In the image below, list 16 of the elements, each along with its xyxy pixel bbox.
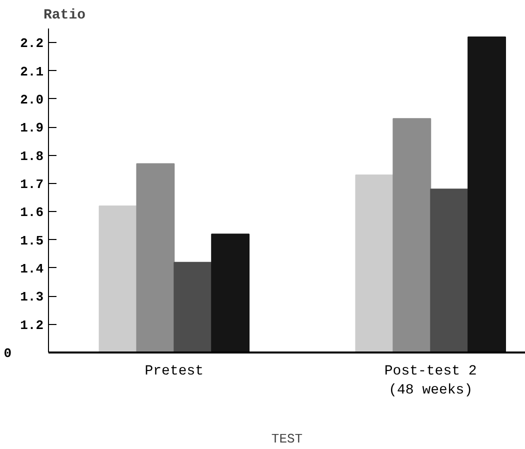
y-tick-label: 2.2 bbox=[20, 36, 44, 52]
y-axis-title: Ratio bbox=[44, 8, 86, 24]
y-tick-label: 1.6 bbox=[20, 205, 44, 220]
y-tick-label: 2.1 bbox=[20, 64, 44, 80]
y-tick-label: 1.7 bbox=[20, 176, 44, 192]
y-tick-label: 2.0 bbox=[20, 92, 44, 108]
x-tick-label: Post-test 2 (48 weeks) bbox=[384, 364, 477, 399]
y-tick-label: 1.4 bbox=[20, 261, 44, 276]
y-tick-label: 1.2 bbox=[20, 318, 44, 333]
y-tick-label: 1.5 bbox=[20, 233, 44, 248]
text: 0 bbox=[4, 346, 12, 361]
y-tick-label: 1.8 bbox=[20, 148, 44, 164]
y-tick-label: 1.3 bbox=[20, 290, 44, 305]
x-tick-label: Pretest bbox=[144, 364, 204, 380]
x-axis-title: TEST bbox=[271, 432, 303, 447]
y-tick-label: 1.9 bbox=[20, 120, 44, 136]
